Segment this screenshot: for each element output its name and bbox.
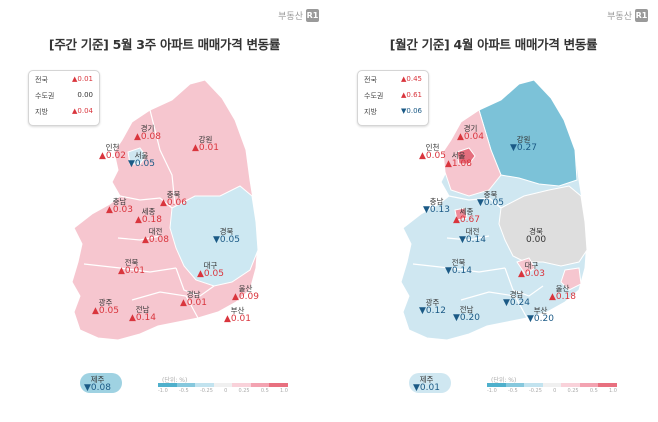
korea-map: [400, 79, 588, 341]
legend-swatch: [232, 383, 251, 387]
panel-title: [주간 기준] 5월 3주 아파트 매매가격 변동률: [48, 37, 281, 52]
label-chungbuk: 충북 ▼0.05: [477, 190, 504, 208]
label-daegu: 대구 ▲0.05: [197, 261, 224, 279]
label-ulsan: 울산 ▲0.18: [549, 284, 576, 302]
label-gwangju: 광주 ▼0.12: [419, 298, 446, 316]
label-gangwon: 강원 ▼0.27: [510, 135, 537, 153]
summary-row-capital: 수도권 ▲0.61: [358, 87, 428, 103]
summary-value: ▲0.01: [72, 75, 93, 83]
label-seoul: 서울 ▼0.05: [128, 151, 155, 169]
label-gyeonggi: 경기 ▲0.08: [134, 124, 161, 142]
brand-badge: R1: [635, 9, 648, 22]
label-incheon: 인천 ▲0.02: [99, 143, 126, 161]
label-sejong: 세종 ▲0.18: [135, 207, 162, 225]
legend-swatch: [176, 383, 196, 387]
label-jeonbuk: 전북 ▼0.14: [445, 258, 472, 276]
label-gyeongnam: 경남 ▲0.01: [180, 290, 207, 308]
label-gyeongnam: 경남 ▼0.24: [503, 290, 530, 308]
label-jeonnam: 전남 ▼0.20: [453, 305, 480, 323]
label-daegu: 대구 ▲0.03: [518, 261, 545, 279]
summary-label: 지방: [35, 108, 48, 116]
legend-bar: [158, 383, 289, 387]
summary-label: 전국: [35, 76, 48, 84]
label-gyeongbuk: 경북 0.00: [526, 227, 547, 245]
region-seoul: [127, 147, 147, 165]
legend-swatch: [561, 383, 580, 387]
color-legend: (단위: %) -1.0 -0.5 -0.25 0 0.25 0.5 1.0: [158, 377, 289, 394]
label-incheon: 인천 ▲0.05: [419, 143, 446, 161]
legend-swatch: [213, 383, 233, 387]
monthly-panel: 부동산 R1 [월간 기준] 4월 아파트 매매가격 변동률 전국: [329, 0, 658, 422]
summary-box: 전국 ▲0.45 수도권 ▲0.61 지방 ▼0.06: [357, 70, 429, 126]
label-gangwon: 강원 ▲0.01: [192, 135, 219, 153]
summary-label: 전국: [364, 76, 377, 84]
summary-value: ▲0.04: [72, 107, 93, 115]
region-daegu: [516, 257, 536, 275]
region-gyeongbuk: [169, 185, 259, 287]
summary-row-local: 지방 ▲0.04: [29, 103, 99, 119]
legend-ticks: -1.0 -0.5 -0.25 0 0.25 0.5 1.0: [487, 388, 617, 394]
label-chungnam: 충남 ▲0.03: [106, 197, 133, 215]
legend-unit: (단위: %): [162, 377, 188, 384]
legend-swatch: [542, 383, 562, 387]
legend-unit: (단위: %): [491, 377, 517, 384]
color-legend: (단위: %) -1.0 -0.5 -0.25 0 0.25 0.5 1.0: [487, 377, 618, 394]
panel-title: [월간 기준] 4월 아파트 매매가격 변동률: [389, 37, 598, 52]
label-chungnam: 충남 ▼0.13: [423, 197, 450, 215]
label-daejeon: 대전 ▲0.08: [142, 227, 169, 245]
label-daejeon: 대전 ▼0.14: [459, 227, 486, 245]
legend-bar: [487, 383, 618, 387]
region-gangwon: [478, 79, 578, 187]
label-gyeonggi: 경기 ▲0.04: [457, 124, 484, 142]
summary-row-nation: 전국 ▲0.01: [29, 71, 99, 87]
summary-box: 전국 ▲0.01 수도권 0.00 지방 ▲0.04: [28, 70, 100, 126]
brand-text: 부동산: [607, 12, 632, 22]
label-jeju: 제주 ▼0.08: [84, 375, 111, 393]
brand-logo: 부동산 R1: [607, 9, 648, 22]
legend-swatch: [195, 383, 214, 387]
label-jeonbuk: 전북 ▲0.01: [118, 258, 145, 276]
legend-swatch: [524, 383, 543, 387]
legend-swatch: [269, 383, 289, 387]
label-jeju: 제주 ▼0.01: [413, 375, 440, 393]
summary-label: 수도권: [35, 92, 55, 100]
summary-value: ▲0.45: [401, 75, 422, 83]
label-busan: 부산 ▼0.20: [527, 306, 554, 324]
region-ulsan: [560, 267, 582, 291]
summary-value: ▲0.61: [401, 91, 422, 99]
label-seoul: 서울 ▲1.08: [445, 151, 472, 169]
region-gyeongbuk: [498, 185, 588, 267]
legend-swatch: [505, 383, 525, 387]
brand-logo: 부동산 R1: [278, 9, 319, 22]
legend-swatch: [598, 383, 618, 387]
label-jeonnam: 전남 ▲0.14: [129, 305, 156, 323]
region-sejong: [454, 207, 468, 221]
legend-swatch: [487, 383, 506, 387]
legend-swatch: [579, 383, 599, 387]
summary-value: ▼0.06: [401, 107, 422, 115]
label-sejong: 세종 ▲0.67: [453, 207, 480, 225]
label-ulsan: 울산 ▲0.09: [232, 284, 259, 302]
brand-text: 부동산: [278, 12, 303, 22]
summary-value: 0.00: [77, 91, 93, 99]
brand-badge: R1: [306, 9, 319, 22]
legend-ticks: -1.0 -0.5 -0.25 0 0.25 0.5 1.0: [158, 388, 288, 394]
summary-row-local: 지방 ▼0.06: [358, 103, 428, 119]
legend-swatch: [250, 383, 270, 387]
summary-label: 지방: [364, 108, 377, 116]
region-jeju: [409, 373, 451, 393]
label-chungbuk: 충북 ▲0.06: [160, 190, 187, 208]
legend-swatch: [158, 383, 177, 387]
region-seoul: [456, 147, 476, 165]
label-gyeongbuk: 경북 ▼0.05: [213, 227, 240, 245]
summary-row-capital: 수도권 0.00: [29, 87, 99, 103]
korea-map: [71, 79, 259, 341]
weekly-panel: 부동산 R1 [주간 기준] 5월 3주 아파트 매매가격 변동률 전국 ▲0.…: [28, 9, 319, 394]
label-busan: 부산 ▲0.01: [224, 306, 251, 324]
label-gwangju: 광주 ▲0.05: [92, 298, 119, 316]
summary-label: 수도권: [364, 92, 384, 100]
region-jeju: [80, 373, 122, 393]
summary-row-nation: 전국 ▲0.45: [358, 71, 428, 87]
